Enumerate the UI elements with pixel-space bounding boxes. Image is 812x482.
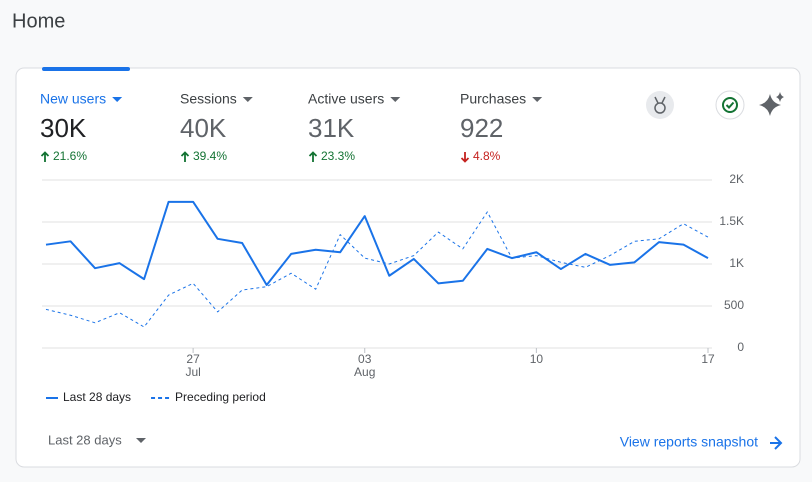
link-arrow[interactable]: [770, 436, 783, 450]
report-link[interactable]: View reports snapshot: [620, 434, 758, 450]
dropdown-arrow[interactable]: [136, 438, 146, 443]
x-tick-label: 03: [358, 352, 372, 366]
metric-label[interactable]: Purchases: [460, 91, 526, 107]
y-tick-label: 0: [737, 340, 744, 354]
metric-change: 4.8%: [473, 149, 501, 163]
check-icon[interactable]: [715, 90, 745, 120]
card: [15, 67, 801, 468]
metric-change: 21.6%: [53, 149, 87, 163]
y-tick-label: 1K: [729, 256, 744, 270]
metric-value: 40K: [180, 113, 227, 143]
metric-value: 30K: [40, 113, 87, 143]
y-tick-label: 2K: [729, 172, 744, 186]
metric-label[interactable]: New users: [40, 91, 106, 107]
metric-value: 31K: [308, 113, 355, 143]
date-range[interactable]: Last 28 days: [48, 432, 122, 447]
metric-dropdown[interactable]: [390, 97, 401, 102]
tab-indicator: [42, 67, 130, 71]
series-line: [45, 200, 709, 286]
legend-label: Preceding period: [175, 390, 266, 404]
metric-dropdown[interactable]: [532, 97, 543, 102]
metric-change: 39.4%: [193, 149, 227, 163]
metric-dropdown[interactable]: [242, 97, 253, 102]
metric-change: 23.3%: [321, 149, 355, 163]
page-title: Home: [12, 10, 65, 32]
y-tick-label: 1.5K: [719, 214, 744, 228]
change-arrow: [308, 151, 318, 162]
metric-label[interactable]: Sessions: [180, 91, 237, 107]
metric-value: 922: [460, 113, 503, 143]
y-tick-label: 500: [724, 298, 744, 312]
metric-dropdown[interactable]: [112, 97, 123, 102]
change-arrow: [180, 151, 190, 162]
metric-label[interactable]: Active users: [308, 91, 384, 107]
legend-label: Last 28 days: [63, 390, 131, 404]
x-tick-label: 17: [701, 352, 715, 366]
medal-icon[interactable]: [646, 91, 674, 119]
series-line: [45, 211, 709, 328]
x-tick-label: 10: [530, 352, 544, 366]
change-arrow: [460, 152, 470, 163]
change-arrow: [40, 151, 50, 162]
x-tick-label: 27: [186, 352, 200, 366]
x-sublabel: Jul: [185, 365, 200, 379]
x-sublabel: Aug: [354, 365, 375, 379]
insights-icon[interactable]: [759, 92, 784, 116]
